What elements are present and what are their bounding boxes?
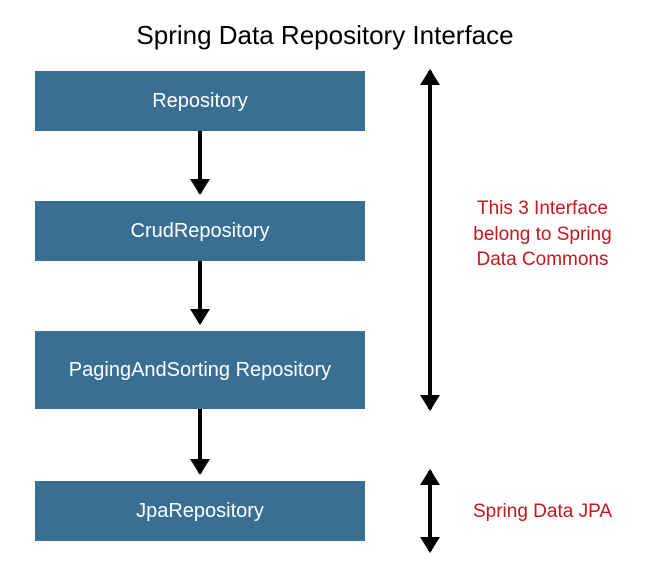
- arrowhead-down-icon: [420, 395, 440, 411]
- arrowhead-up-icon: [420, 469, 440, 485]
- annotation-spring-data-jpa: Spring Data JPA: [455, 499, 630, 525]
- node-jpa-repository: JpaRepository: [35, 481, 365, 541]
- edge-paging-to-jpa: [198, 409, 202, 473]
- arrowhead-up-icon: [420, 69, 440, 85]
- diagram-title: Spring Data Repository Interface: [0, 0, 650, 61]
- arrowhead-down-icon: [420, 537, 440, 553]
- edge-crud-to-paging: [198, 261, 202, 323]
- arrowhead-down-icon: [190, 459, 210, 475]
- span-arrow-spring-data-commons: [428, 71, 432, 409]
- annotation-spring-data-commons: This 3 Interface belong to Spring Data C…: [455, 196, 630, 273]
- arrowhead-down-icon: [190, 179, 210, 195]
- flowchart: Repository CrudRepository PagingAndSorti…: [0, 61, 650, 571]
- edge-repo-to-crud: [198, 131, 202, 193]
- arrowhead-down-icon: [190, 309, 210, 325]
- node-paging-sorting-repository: PagingAndSorting Repository: [35, 331, 365, 409]
- node-crud-repository: CrudRepository: [35, 201, 365, 261]
- node-repository: Repository: [35, 71, 365, 131]
- span-arrow-spring-data-jpa: [428, 471, 432, 551]
